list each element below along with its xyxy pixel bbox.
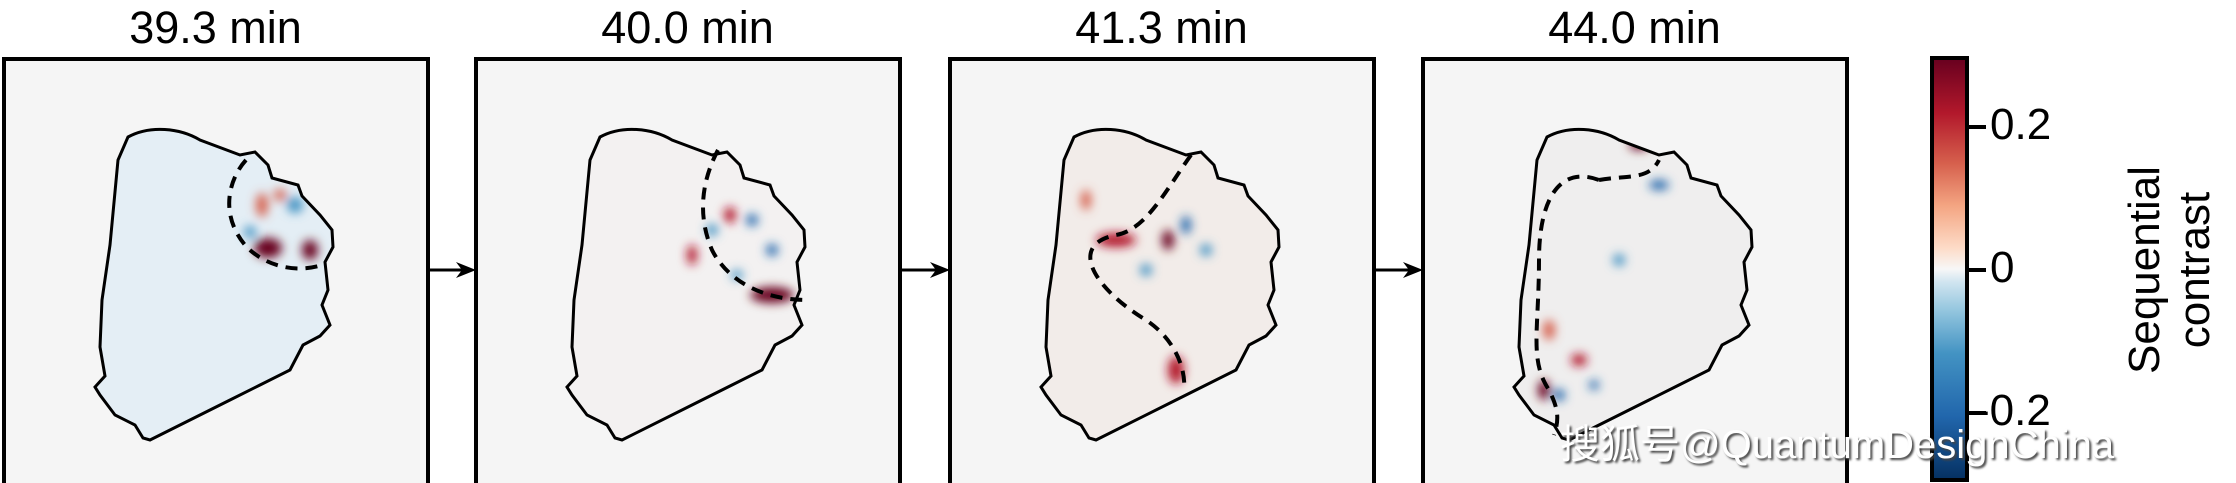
contrast-spot	[1162, 230, 1174, 250]
front-boundary-dashed	[701, 149, 808, 302]
panel-title-3: 41.3 min	[1075, 2, 1248, 53]
contrast-spot	[766, 244, 778, 256]
contrast-spot	[687, 245, 697, 265]
colorbar-label-line1: Sequential	[2120, 166, 2169, 374]
colorbar-label: Sequential contrast	[2120, 60, 2220, 480]
front-boundary-dashed	[227, 158, 323, 271]
colorbar-tick-label: 0	[1990, 243, 2015, 292]
contrast-spot	[706, 224, 718, 236]
contrast-spot	[1081, 190, 1091, 210]
contrast-spot	[746, 214, 758, 226]
contrast-spot	[1200, 244, 1212, 256]
colorbar-label-line2: contrast	[2170, 191, 2219, 349]
contrast-spot	[287, 197, 303, 213]
contrast-spot	[731, 270, 743, 280]
arrow-icon	[1374, 262, 1423, 278]
contrast-spot	[1589, 380, 1599, 390]
colorbar-tick-label: -0.2	[1975, 386, 2051, 435]
front-boundary-dashed	[1534, 158, 1661, 436]
colorbar	[1930, 56, 1969, 482]
panel-2	[474, 57, 902, 483]
contrast-spot	[724, 207, 736, 223]
contrast-spot	[1553, 389, 1565, 401]
panel-title-4: 44.0 min	[1548, 2, 1721, 53]
contrast-spot	[1543, 320, 1555, 340]
contrast-spot	[1168, 356, 1184, 384]
colorbar-tick-label: 0.2	[1990, 100, 2052, 149]
contrast-spot	[256, 193, 268, 217]
contrast-spot	[254, 238, 282, 258]
contrast-spot	[244, 226, 256, 238]
contrast-spot	[1181, 216, 1191, 234]
contrast-spot	[1140, 264, 1152, 276]
panel-3	[948, 57, 1376, 483]
front-boundary-dashed	[1088, 153, 1193, 391]
arrow-icon	[900, 262, 950, 278]
contrast-map	[244, 189, 318, 260]
contrast-spot	[1649, 180, 1669, 190]
panel-title-1: 39.3 min	[129, 2, 302, 53]
panel-4	[1421, 57, 1849, 483]
panel-1	[2, 57, 430, 483]
contrast-spot	[274, 189, 286, 201]
contrast-spot	[302, 240, 318, 260]
watermark: 搜狐号@QuantumDesignChina	[1560, 423, 2115, 467]
panel-title-2: 40.0 min	[601, 2, 774, 53]
contrast-spot	[1571, 354, 1587, 366]
contrast-spot	[1613, 254, 1625, 266]
arrow-icon	[428, 262, 476, 278]
